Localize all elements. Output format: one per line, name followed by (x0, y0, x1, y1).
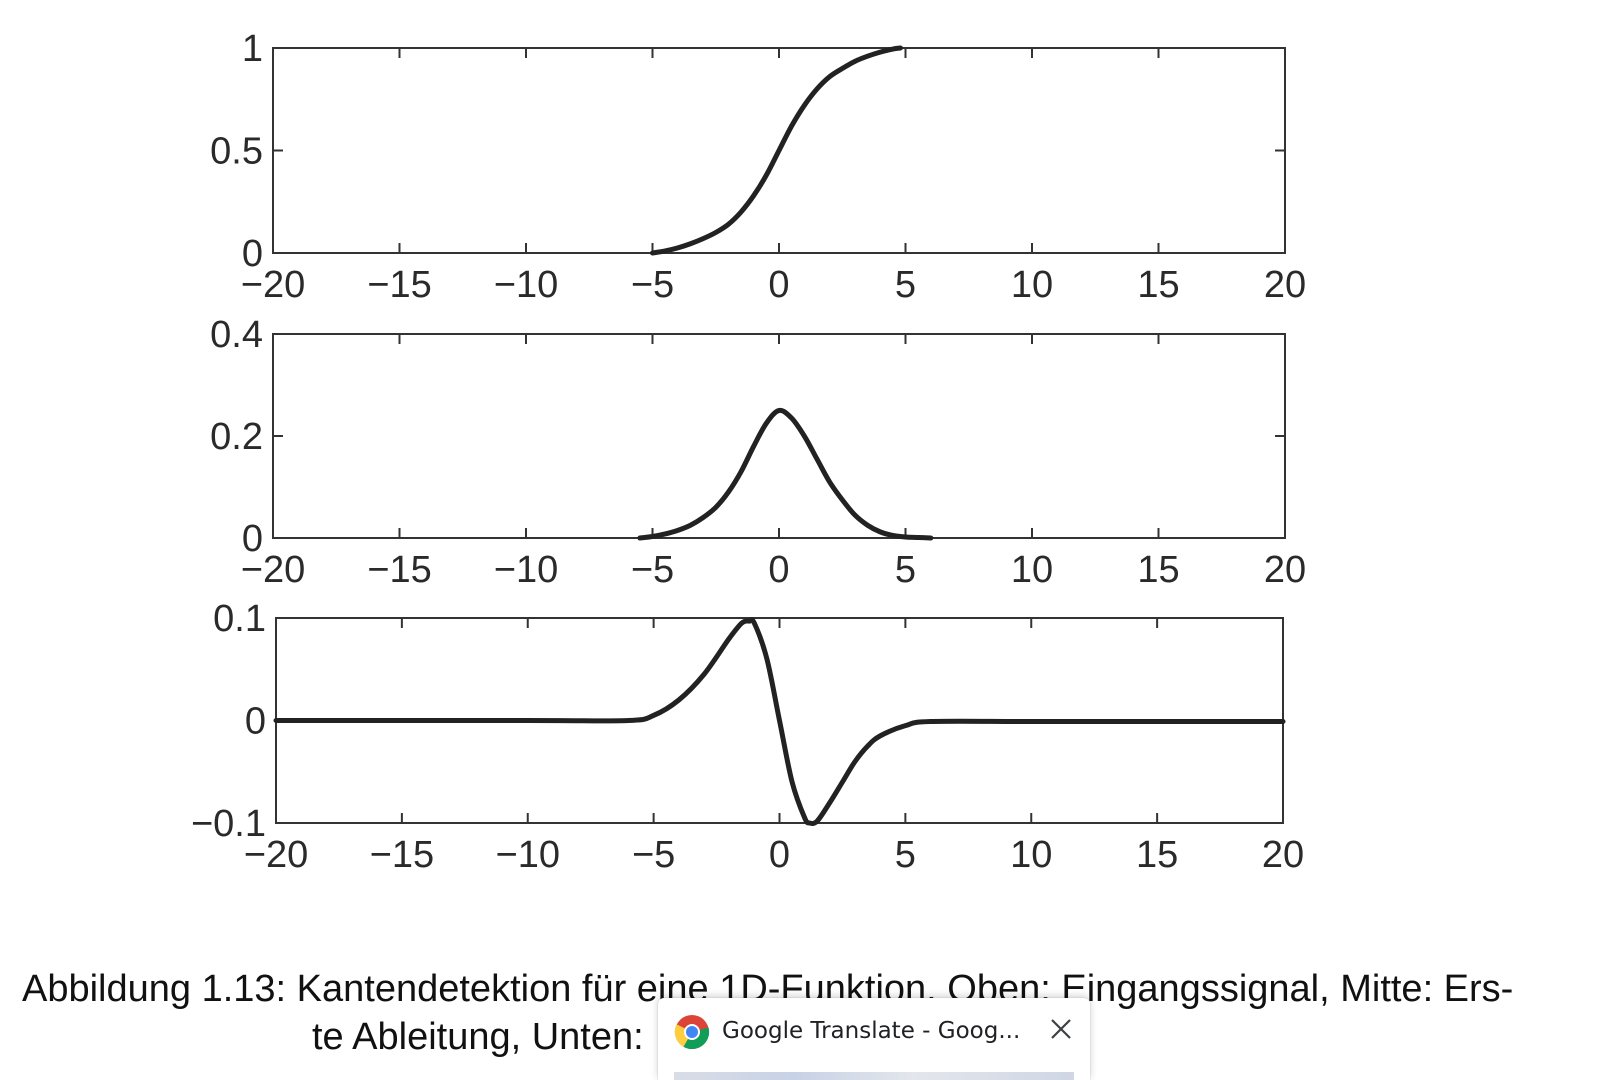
caption-line-2: te Ableitung, Unten: (312, 1016, 644, 1058)
x-tick-label: −20 (241, 264, 305, 306)
x-tick-label: −20 (241, 549, 305, 591)
x-tick-label: 20 (1262, 834, 1304, 876)
x-tick-label: −15 (370, 834, 434, 876)
x-tick-label: 5 (895, 834, 916, 876)
x-tick-label: 10 (1011, 264, 1053, 306)
x-tick-label: 0 (769, 834, 790, 876)
x-tick-label: −5 (631, 264, 674, 306)
tab-preview-thumbnail (674, 1072, 1074, 1080)
x-tick-label: 10 (1011, 549, 1053, 591)
chrome-icon (674, 1015, 710, 1050)
y-tick-label: 0 (245, 701, 266, 743)
figure-caption: Abbildung 1.13: Kantendetektion für eine… (22, 965, 1582, 1061)
y-tick-label: 0.5 (210, 131, 263, 173)
figure: −20 −15 −10 −5 0 5 10 15 20 0 0.5 1 −20 −15 −10 −5 0 5 10 1… (191, 28, 1306, 876)
series-line (650, 45, 903, 256)
y-tick-label: 0.1 (213, 598, 266, 640)
y-tick-label: 0 (242, 518, 263, 560)
tab-hover-card[interactable]: Google Translate - Goog... (658, 998, 1090, 1080)
close-icon[interactable] (1042, 1010, 1080, 1048)
x-tick-label: −20 (244, 834, 308, 876)
chart-panel: −20 −15 −10 −5 0 5 10 15 20 0 0.2 0.4 (210, 314, 1306, 591)
x-tick-label: 20 (1264, 549, 1306, 591)
x-tick-label: 5 (895, 549, 916, 591)
series-line (273, 617, 1286, 826)
x-tick-label: −5 (632, 834, 675, 876)
y-tick-label: 0 (242, 233, 263, 275)
x-tick-label: 0 (768, 549, 789, 591)
x-tick-label: −10 (494, 264, 558, 306)
x-tick-label: 20 (1264, 264, 1306, 306)
series-line (637, 407, 934, 541)
x-tick-label: −10 (496, 834, 560, 876)
x-tick-label: −15 (367, 549, 431, 591)
x-tick-label: 5 (895, 264, 916, 306)
x-tick-label: 10 (1010, 834, 1052, 876)
y-tick-label: 1 (242, 28, 263, 70)
tab-title: Google Translate - Goog... (722, 1018, 1021, 1044)
y-tick-label: 0.4 (210, 314, 263, 356)
x-tick-label: 15 (1137, 264, 1179, 306)
plot-frame (272, 333, 1286, 539)
x-tick-label: 0 (768, 264, 789, 306)
x-tick-label: 15 (1136, 834, 1178, 876)
x-tick-label: −5 (631, 549, 674, 591)
y-tick-label: 0.2 (210, 416, 263, 458)
chart-panel: −20 −15 −10 −5 0 5 10 15 20 0 0.5 1 (210, 28, 1306, 306)
chart-panel: −20 −15 −10 −5 0 5 10 15 20 −0.1 0 0.1 (191, 598, 1304, 876)
x-tick-label: −15 (367, 264, 431, 306)
x-tick-label: 15 (1137, 549, 1179, 591)
x-tick-label: −10 (494, 549, 558, 591)
y-tick-label: −0.1 (191, 803, 266, 845)
